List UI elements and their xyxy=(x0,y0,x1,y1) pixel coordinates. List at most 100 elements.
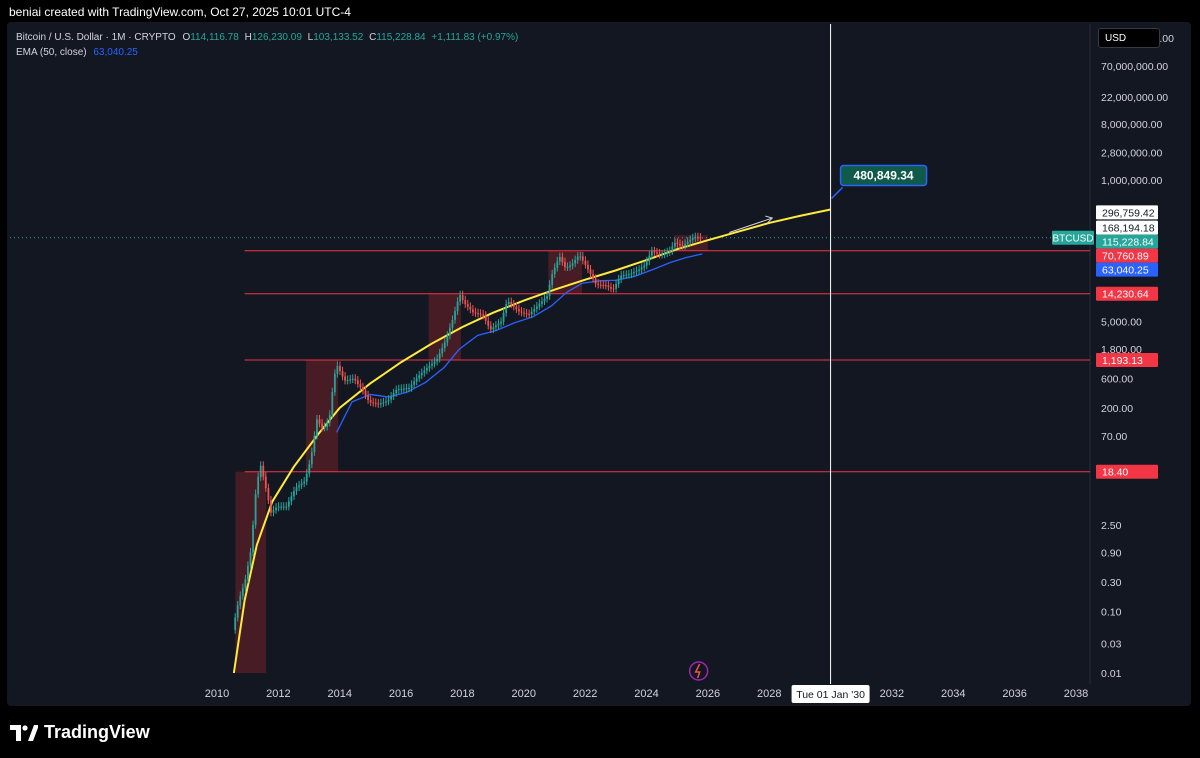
candle-body xyxy=(249,552,252,566)
symbol-tag-box xyxy=(1052,230,1094,245)
currency-button[interactable]: USD xyxy=(1098,28,1160,48)
candle-body xyxy=(277,506,280,508)
candle-body xyxy=(234,617,237,630)
lightning-bolt-icon xyxy=(694,663,701,679)
price-label-box xyxy=(1096,220,1158,235)
candle-body xyxy=(653,251,656,253)
time-tick-label: 2024 xyxy=(634,688,658,700)
candle-body xyxy=(280,506,283,508)
candle-body xyxy=(630,273,633,275)
ema-line[interactable] xyxy=(336,253,703,433)
candle-body xyxy=(392,393,395,397)
target-date-label: Tue 01 Jan '30 xyxy=(796,689,865,701)
price-label-box xyxy=(1096,262,1158,277)
candle-body xyxy=(523,312,525,314)
candle-body xyxy=(310,452,313,465)
candle-body xyxy=(328,414,331,423)
brand: TradingView xyxy=(10,722,150,743)
candle-body xyxy=(374,402,377,404)
candle-body xyxy=(469,306,472,310)
candle-body xyxy=(551,274,554,285)
symbol-title[interactable]: Bitcoin / U.S. Dollar · 1M · CRYPTO xyxy=(16,32,176,43)
candle-body xyxy=(436,358,439,362)
candle-body xyxy=(625,274,628,276)
candle-body xyxy=(295,487,298,492)
candle-body xyxy=(500,321,502,324)
candle-body xyxy=(341,371,344,377)
candle-body xyxy=(502,312,505,322)
candle-body xyxy=(252,524,254,553)
candle-body xyxy=(405,388,408,390)
price-tick-label: 1,800.00 xyxy=(1101,344,1142,356)
candle-body xyxy=(515,306,518,310)
candle-body xyxy=(298,485,300,488)
candle-body xyxy=(423,370,426,373)
candle-body xyxy=(640,267,643,270)
price-tick-label: 0.30 xyxy=(1101,577,1122,589)
price-tick-label: 200.00 xyxy=(1101,403,1133,415)
price-tick-label: 0.10 xyxy=(1101,606,1122,618)
candle-body xyxy=(472,309,474,313)
candle-body xyxy=(584,260,587,265)
candle-body xyxy=(520,311,523,313)
change-value: +1,111.83 (+0.97%) xyxy=(431,32,519,43)
open-value: 114,116.78 xyxy=(190,32,239,43)
candle-body xyxy=(449,327,451,336)
candle-body xyxy=(650,251,653,256)
time-tick-label: 2036 xyxy=(1002,688,1026,700)
candle-body xyxy=(282,506,285,508)
candle-body xyxy=(415,378,418,382)
candle-body xyxy=(645,261,648,266)
candle-body xyxy=(571,263,574,266)
candle-body xyxy=(336,365,339,374)
candle-body xyxy=(259,465,262,478)
lightning-icon[interactable] xyxy=(688,661,709,681)
candle-body xyxy=(418,375,421,379)
candle-body xyxy=(699,237,702,239)
candle-body xyxy=(454,311,456,320)
candle-body xyxy=(459,295,462,302)
candle-body xyxy=(257,477,260,495)
candle-body xyxy=(686,241,689,244)
ohlc-row: Bitcoin / U.S. Dollar · 1M · CRYPTO O114… xyxy=(16,30,518,45)
chart-panel[interactable] xyxy=(7,22,1191,706)
candle-body xyxy=(236,605,239,618)
candle-body xyxy=(505,304,508,313)
candle-body xyxy=(413,381,416,385)
candle-body xyxy=(556,261,559,268)
price-tick-label: 0.03 xyxy=(1101,639,1122,651)
projection-curve[interactable] xyxy=(232,208,831,674)
candle-body xyxy=(397,389,400,391)
high-value: 126,230.09 xyxy=(251,32,302,43)
candle-body xyxy=(267,488,270,501)
candle-body xyxy=(382,402,385,404)
candle-body xyxy=(541,301,543,304)
price-tick-label: 22,000,000.00 xyxy=(1101,92,1168,104)
candle-body xyxy=(433,361,436,364)
ema-row: EMA (50, close) 63,040.25 xyxy=(16,45,518,60)
candle-body xyxy=(441,347,444,354)
candle-body xyxy=(587,264,589,270)
candle-body xyxy=(254,494,257,525)
candle-body xyxy=(474,312,477,314)
candle-body xyxy=(270,500,272,513)
candle-body xyxy=(420,372,423,376)
candle-body xyxy=(377,403,380,405)
candle-body xyxy=(689,239,692,242)
candle-body xyxy=(482,314,485,316)
candle-body xyxy=(597,283,600,285)
trend-arrow[interactable] xyxy=(729,217,773,233)
price-label: 168,194.18 xyxy=(1102,223,1155,235)
candle-body xyxy=(321,423,323,428)
candle-body xyxy=(484,315,487,321)
candle-body xyxy=(487,320,490,326)
target-value-callout[interactable] xyxy=(839,164,928,187)
candle-body xyxy=(410,384,413,389)
candle-body xyxy=(241,588,244,596)
candle-body xyxy=(362,387,364,391)
candle-body xyxy=(287,501,290,507)
price-tick-label: 8,000,000.00 xyxy=(1101,119,1162,131)
candle-body xyxy=(364,390,367,396)
ema-label[interactable]: EMA (50, close) xyxy=(16,47,87,58)
